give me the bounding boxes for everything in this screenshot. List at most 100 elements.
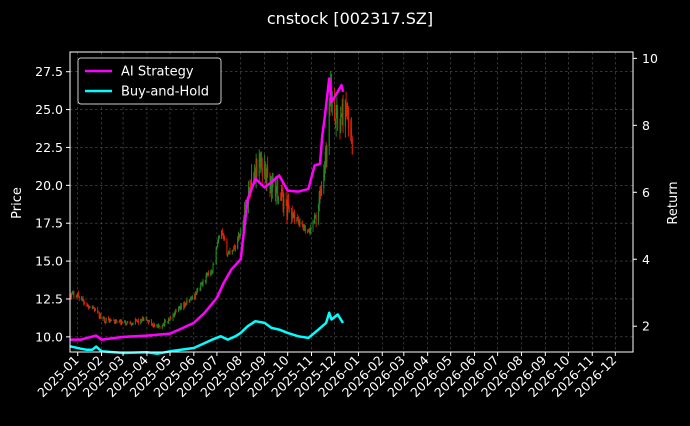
candle-body: [244, 204, 246, 217]
line-layer: [69, 77, 345, 355]
candle-body: [298, 223, 300, 225]
candle-body: [325, 151, 327, 163]
candle-body: [73, 292, 75, 297]
candle-body: [274, 177, 276, 197]
candle-body: [303, 226, 305, 228]
candle-body: [174, 311, 176, 314]
candle-body: [254, 170, 256, 180]
candle-body: [168, 319, 170, 321]
candle-body: [118, 321, 120, 323]
candle-body: [283, 199, 285, 210]
candle-body: [75, 296, 77, 298]
candle-body: [254, 170, 256, 182]
candle-body: [218, 235, 220, 240]
candle-body: [78, 296, 80, 299]
candle-body: [260, 155, 262, 162]
legend-box: [77, 57, 222, 105]
candle-body: [109, 319, 111, 323]
candle-body: [335, 112, 337, 125]
candle-body: [177, 308, 179, 312]
candle-body: [121, 321, 123, 323]
candle-body: [190, 297, 192, 300]
candle-body: [71, 292, 73, 294]
candle-body: [110, 319, 112, 321]
candle-body: [216, 246, 218, 250]
candle-body: [313, 222, 315, 224]
candle-body: [70, 294, 72, 298]
candle-body: [148, 319, 150, 323]
candle-body: [87, 304, 89, 307]
candle-body: [211, 272, 213, 273]
candle-body: [229, 251, 231, 254]
candle-body: [258, 160, 260, 176]
candle-body: [167, 319, 169, 322]
candle-body: [239, 235, 241, 237]
candle-body: [114, 321, 116, 324]
y-right-tick-label: 2: [642, 319, 650, 334]
candle-body: [116, 321, 118, 323]
candle-body: [207, 272, 209, 275]
candle-body: [201, 283, 203, 285]
candle-body: [221, 230, 223, 236]
candle-body: [276, 181, 278, 190]
candle-body: [336, 108, 338, 113]
candle-body: [97, 311, 99, 313]
candle-body: [197, 288, 199, 290]
candle-body: [141, 319, 143, 322]
y-right-tick-label: 6: [642, 185, 650, 200]
y-left-tick-label: 12.5: [35, 291, 63, 306]
candle-body: [191, 297, 193, 300]
candle-body: [259, 160, 261, 162]
candle-body: [334, 120, 336, 125]
candle-body: [86, 304, 88, 307]
candle-body: [91, 307, 93, 309]
candle-body: [147, 320, 149, 323]
candle-body: [256, 159, 258, 176]
candle-body: [137, 320, 139, 322]
candle-body: [331, 74, 333, 103]
candle-body: [180, 305, 182, 308]
candle-body: [131, 324, 133, 325]
candle-body: [189, 299, 191, 301]
candle-body: [350, 127, 352, 130]
candle-body: [82, 298, 84, 300]
candle-body: [157, 324, 159, 327]
candle-body: [127, 321, 129, 323]
candle-body: [153, 324, 155, 327]
y-left-tick-label: 10.0: [35, 329, 63, 344]
candle-body: [341, 114, 343, 117]
candle-body: [265, 177, 267, 182]
candle-body: [297, 219, 299, 224]
candle-body: [184, 302, 186, 307]
y-axis-left: 10.0 12.5 15.0 17.5 20.0 22.5 25.0 27.5: [35, 64, 70, 344]
candle-body: [130, 323, 132, 325]
candle-body: [111, 319, 113, 321]
candle-body: [113, 320, 115, 322]
candle-body: [104, 321, 106, 323]
candle-body: [207, 272, 209, 276]
candle-body: [120, 320, 122, 325]
candle-body: [194, 293, 196, 298]
candle-body: [131, 323, 133, 325]
y-right-tick-label: 8: [642, 118, 650, 133]
candle-body: [134, 319, 136, 323]
candle-body: [249, 187, 251, 190]
candle-body: [292, 214, 294, 217]
y-right-tick-label: 4: [642, 252, 650, 267]
candle-body: [317, 211, 319, 220]
y-left-tick-label: 27.5: [35, 64, 63, 79]
candle-body: [204, 279, 206, 282]
candle-body: [94, 309, 96, 311]
candle-body: [154, 324, 156, 326]
candle-body: [99, 315, 101, 318]
candle-body: [146, 318, 148, 321]
candle-body: [242, 222, 244, 230]
candle-body: [227, 252, 229, 255]
candle-body: [205, 275, 207, 282]
candle-body: [267, 166, 269, 175]
candle-body: [83, 299, 85, 304]
candle-body: [92, 307, 94, 309]
candle-body: [280, 197, 282, 201]
candle-body: [100, 315, 102, 319]
